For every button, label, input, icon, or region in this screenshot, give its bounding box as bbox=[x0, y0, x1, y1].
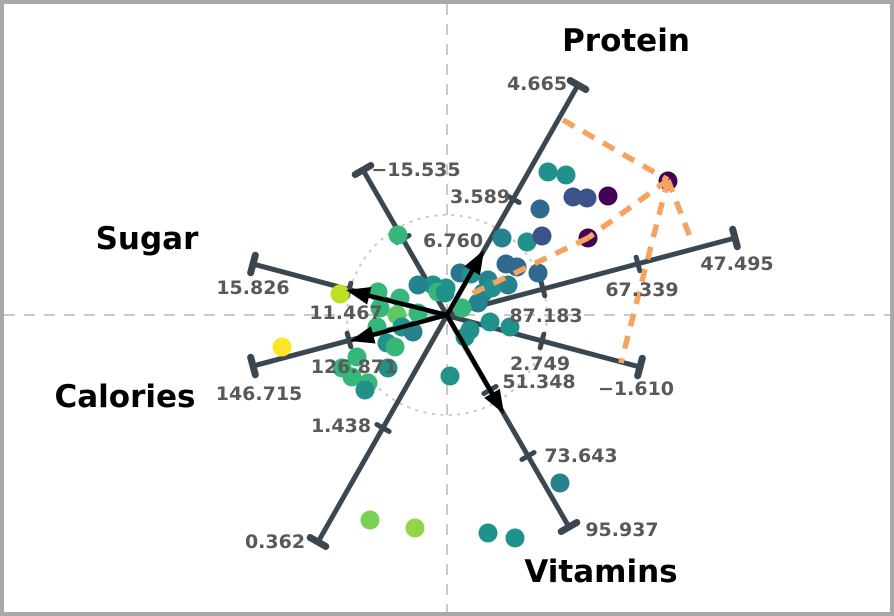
highlight-edge bbox=[561, 117, 670, 183]
data-point bbox=[505, 528, 525, 548]
feature-axes bbox=[247, 77, 741, 550]
data-point bbox=[492, 228, 512, 248]
data-point bbox=[478, 523, 498, 543]
data-point bbox=[330, 284, 350, 304]
data-point bbox=[598, 186, 618, 206]
data-point bbox=[378, 358, 398, 378]
tick-label: 1.438 bbox=[311, 415, 371, 437]
axis-line bbox=[252, 235, 736, 369]
highlight-edge bbox=[618, 179, 671, 364]
tick-mark bbox=[519, 450, 537, 462]
data-point bbox=[408, 275, 428, 295]
data-point bbox=[530, 199, 550, 219]
tick-mark bbox=[351, 162, 375, 178]
data-point bbox=[355, 380, 375, 400]
axis-title-protein: Protein bbox=[562, 23, 690, 59]
data-point bbox=[538, 162, 558, 182]
arrow-head bbox=[350, 326, 376, 344]
arrow-head bbox=[484, 388, 504, 414]
data-point bbox=[332, 358, 352, 378]
tick-mark bbox=[306, 534, 330, 550]
loading-arrows bbox=[346, 250, 504, 414]
tick-label: 11.467 bbox=[309, 302, 382, 324]
data-point bbox=[532, 226, 552, 246]
tick-mark bbox=[537, 331, 547, 351]
tick-label: 4.665 bbox=[507, 73, 567, 95]
data-point bbox=[347, 347, 367, 367]
guide-circle bbox=[346, 214, 548, 416]
tick-mark bbox=[634, 354, 646, 380]
tick-label: 3.589 bbox=[450, 186, 510, 208]
tick-label: −15.535 bbox=[371, 159, 460, 181]
arrow-protein bbox=[445, 250, 484, 317]
data-points bbox=[272, 162, 678, 548]
arrow-vitamins bbox=[445, 313, 504, 414]
tick-label: 6.760 bbox=[423, 230, 483, 252]
tick-mark bbox=[729, 225, 741, 251]
tick-mark bbox=[344, 330, 354, 350]
data-point bbox=[360, 510, 380, 530]
tick-mark bbox=[538, 279, 548, 299]
axis-calories bbox=[247, 225, 741, 379]
tick-labels: 0.362 1.438 3.589 4.665 15.826 11.467 2.749 −1.… bbox=[216, 73, 774, 553]
data-point bbox=[440, 366, 460, 386]
arrow-calories bbox=[350, 312, 448, 344]
axis-title-sugar: Sugar bbox=[96, 221, 200, 257]
data-point bbox=[550, 473, 570, 493]
tick-label: 67.339 bbox=[605, 279, 678, 301]
arrow-shaft bbox=[445, 313, 496, 398]
tick-mark bbox=[633, 254, 643, 274]
tick-label: −1.610 bbox=[598, 378, 674, 400]
arrow-shaft bbox=[368, 312, 448, 338]
data-point bbox=[388, 225, 408, 245]
tick-label: 126.871 bbox=[311, 356, 398, 378]
tick-label: 51.348 bbox=[502, 371, 575, 393]
data-point bbox=[577, 188, 597, 208]
data-point bbox=[272, 337, 292, 357]
tick-label: 73.643 bbox=[544, 445, 617, 467]
data-point bbox=[496, 254, 516, 274]
tick-label: 47.495 bbox=[700, 253, 773, 275]
axis-title-calories: Calories bbox=[55, 379, 196, 415]
data-point bbox=[517, 232, 537, 252]
data-point bbox=[405, 518, 425, 538]
tick-label: 0.362 bbox=[245, 531, 305, 553]
tick-mark bbox=[557, 519, 581, 535]
tick-mark bbox=[247, 251, 259, 277]
data-point bbox=[468, 293, 488, 313]
axis-titles: Protein Sugar Calories Vitamins bbox=[55, 23, 690, 590]
axis-title-vitamins: Vitamins bbox=[524, 554, 677, 590]
arrow-head bbox=[464, 250, 484, 276]
arrow-shaft bbox=[364, 292, 448, 318]
tick-mark bbox=[374, 422, 392, 434]
arrow-head bbox=[346, 287, 372, 305]
data-point bbox=[556, 165, 576, 185]
data-point bbox=[370, 298, 390, 318]
data-point bbox=[528, 263, 548, 283]
crosshair bbox=[4, 4, 890, 612]
highlight-edge bbox=[586, 177, 670, 241]
tick-label: 146.715 bbox=[216, 383, 303, 405]
data-point bbox=[563, 187, 583, 207]
highlight-edges bbox=[465, 117, 695, 364]
tick-mark bbox=[247, 353, 259, 379]
star-coordinates-plot: 0.362 1.438 3.589 4.665 15.826 11.467 2.749 −1.… bbox=[4, 4, 890, 612]
guide-circle-outline bbox=[346, 214, 548, 416]
tick-label: 15.826 bbox=[216, 277, 289, 299]
tick-label: 2.749 bbox=[510, 353, 570, 375]
arrow-shaft bbox=[445, 266, 477, 317]
tick-label: 87.183 bbox=[509, 305, 582, 327]
tick-mark bbox=[566, 77, 590, 93]
tick-label: 95.937 bbox=[585, 519, 658, 541]
highlight-edge bbox=[665, 179, 695, 243]
data-point bbox=[385, 337, 405, 357]
data-point bbox=[435, 283, 455, 303]
data-point bbox=[500, 317, 520, 337]
data-point bbox=[452, 298, 472, 318]
data-point bbox=[480, 312, 500, 332]
arrow-sugar bbox=[346, 287, 448, 318]
tick-mark bbox=[504, 193, 522, 205]
